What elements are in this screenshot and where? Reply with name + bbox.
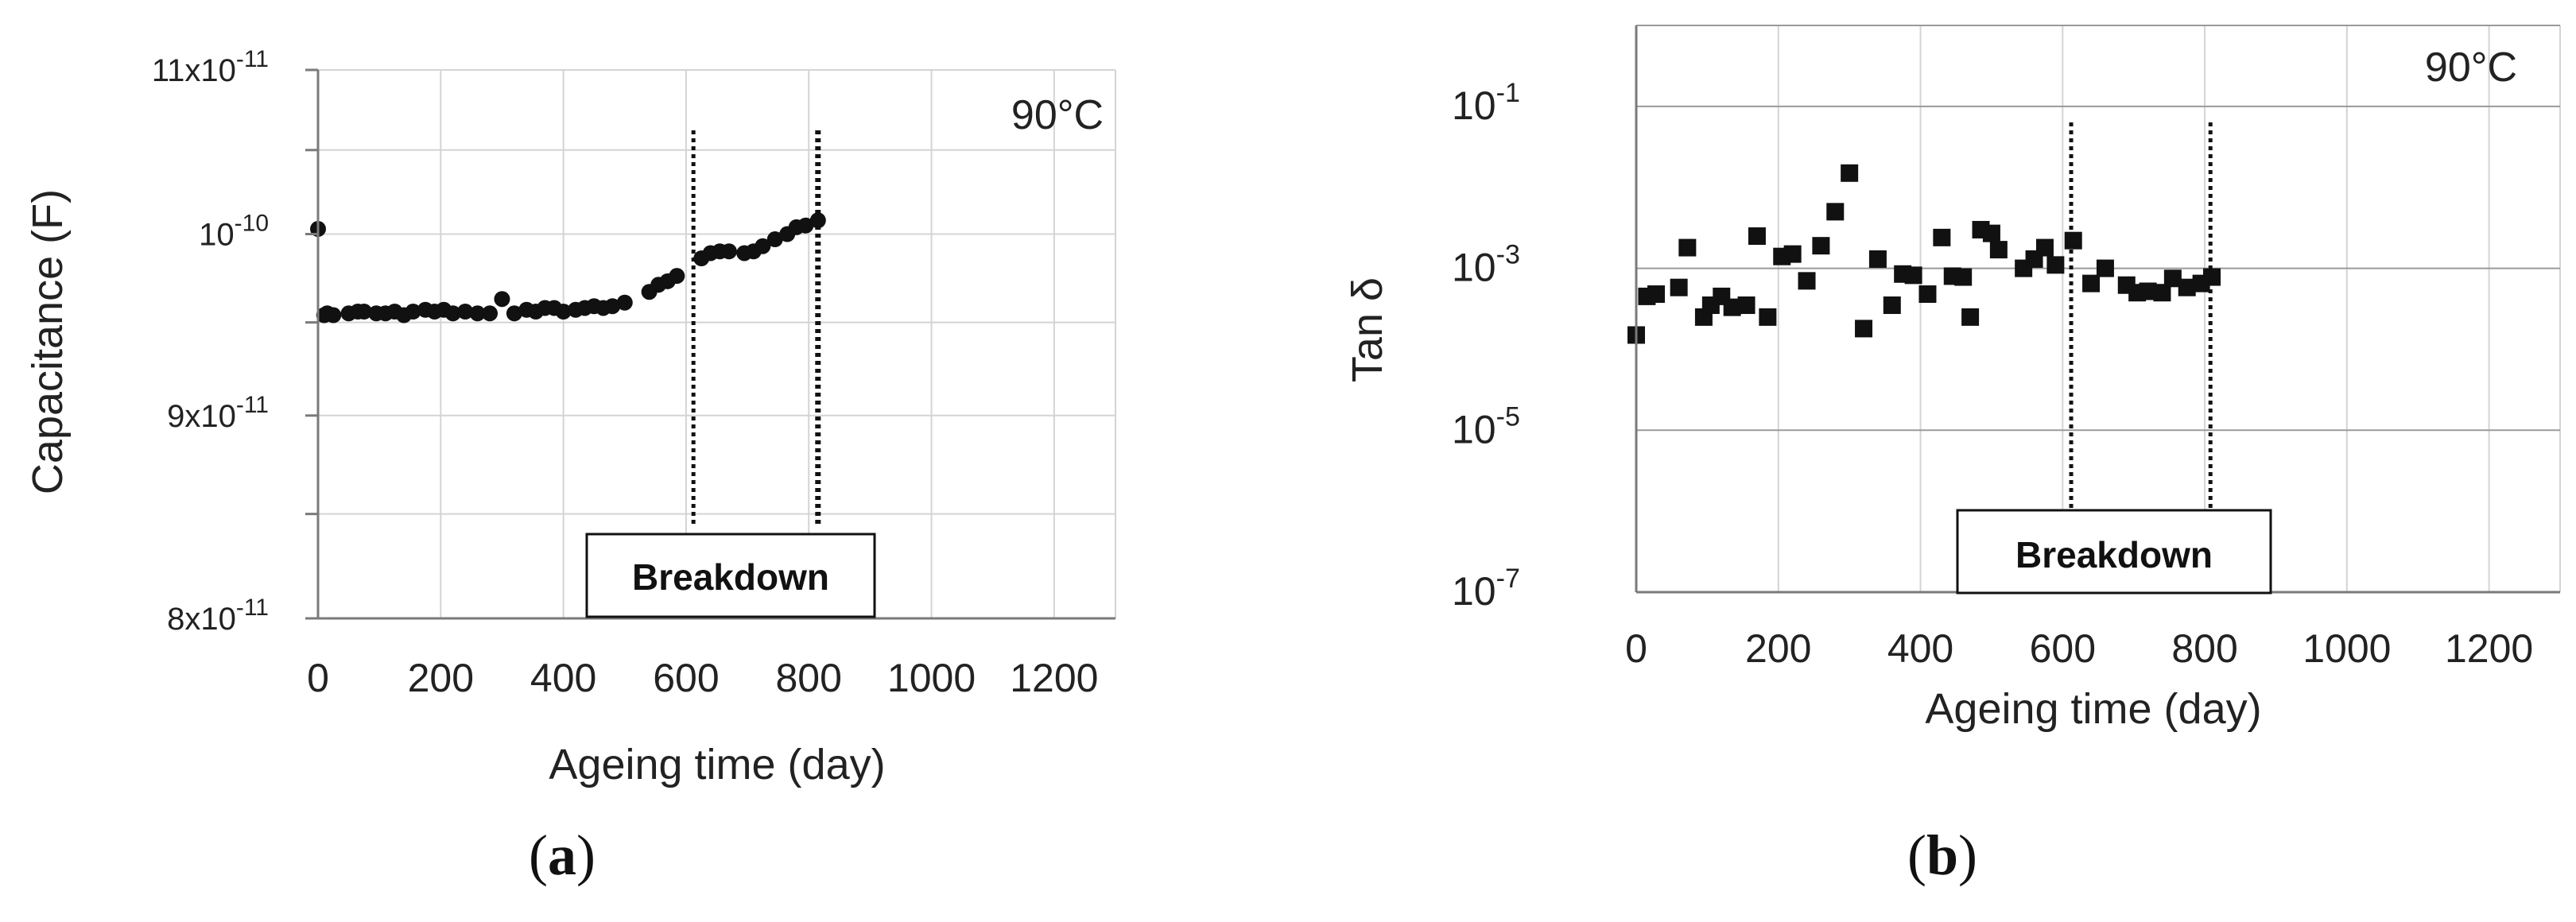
- x-tick-label: 600: [2030, 626, 2096, 671]
- data-point: [2064, 231, 2082, 250]
- breakdown-label-a: Breakdown: [632, 556, 829, 598]
- y-axis-title-a: Capacitance (F): [24, 189, 72, 494]
- data-point: [755, 238, 771, 254]
- data-point: [1812, 237, 1830, 255]
- data-point: [1826, 203, 1845, 221]
- y-tick-label: 10-7: [1452, 564, 1520, 614]
- y-tick-labels-b: 10-1 10-3 10-5 10-7: [1452, 78, 1520, 614]
- data-point: [482, 305, 499, 322]
- x-tick-label: 1200: [1010, 656, 1098, 700]
- x-tick-label: 0: [1625, 626, 1647, 671]
- y-tick-label: 10-5: [1452, 401, 1520, 451]
- data-point: [1783, 245, 1802, 263]
- x-tick-label: 200: [1745, 626, 1811, 671]
- data-point: [555, 304, 572, 320]
- data-point: [1904, 266, 1922, 285]
- data-point: [1678, 238, 1697, 257]
- data-point: [1855, 320, 1873, 338]
- y-tick-labels-a: 8x10-11 9x10-11 10-10 11x10-11: [152, 46, 269, 637]
- x-tick-label: 1000: [2302, 626, 2391, 671]
- grid-b: [1636, 25, 2561, 592]
- data-point: [766, 231, 783, 248]
- data-point: [1748, 227, 1766, 246]
- data-point: [2163, 269, 2182, 288]
- temperature-annotation-a: 90°C: [1011, 92, 1104, 138]
- data-point: [2139, 282, 2157, 300]
- x-axis-title-b: Ageing time (day): [1925, 685, 2261, 733]
- data-point: [1883, 296, 1901, 315]
- breakdown-box-b: [1956, 509, 2272, 595]
- grid-a: [318, 69, 1116, 619]
- x-tick-labels-b: 0 200 400 600 800 1000 1200: [1625, 626, 2533, 671]
- breakdown-lines-b: [2069, 122, 2213, 512]
- y-tick-label: 8x10-11: [167, 595, 269, 637]
- x-tick-label: 1000: [887, 656, 976, 700]
- x-tick-label: 600: [653, 656, 719, 700]
- data-point: [1647, 285, 1666, 304]
- breakdown-lines-a: [691, 130, 821, 526]
- x-tick-label: 1200: [2445, 626, 2533, 671]
- breakdown-box-a: [585, 533, 876, 618]
- data-points-a: [310, 212, 826, 323]
- x-tick-label: 0: [307, 656, 329, 700]
- data-point: [1954, 268, 1973, 286]
- data-point: [355, 304, 372, 320]
- x-tick-labels-a: 0 200 400 600 800 1000 1200: [307, 656, 1098, 700]
- data-point: [2178, 278, 2196, 296]
- data-point: [1989, 241, 2008, 259]
- breakdown-label-b: Breakdown: [2015, 534, 2213, 575]
- data-point: [1841, 164, 1859, 182]
- y-axis-title-b: Tan δ: [1344, 277, 1391, 382]
- data-point: [1670, 278, 1688, 296]
- y-tick-label: 10-3: [1452, 240, 1520, 290]
- chart-panel-b: 0 200 400 600 800 1000 1200 10-1 10-3 10-5 10-7 B…: [1344, 25, 2561, 733]
- subfigure-label-a: (a): [529, 823, 596, 887]
- data-point: [669, 268, 685, 285]
- subfigure-label-b: (b): [1907, 823, 1977, 887]
- data-point: [1918, 285, 1937, 304]
- data-point: [469, 305, 486, 322]
- data-point: [1723, 298, 1741, 316]
- data-point: [797, 217, 814, 234]
- x-tick-label: 800: [776, 656, 842, 700]
- y-tick-label: 9x10-11: [167, 392, 269, 434]
- data-point: [457, 304, 474, 320]
- data-point: [1933, 228, 1951, 246]
- data-point: [2046, 256, 2065, 274]
- data-point: [1868, 250, 1887, 268]
- x-axis-title-a: Ageing time (day): [549, 741, 885, 788]
- data-point: [405, 304, 421, 320]
- data-point: [1737, 296, 1755, 315]
- data-point: [2153, 284, 2171, 302]
- data-point: [1759, 308, 1777, 326]
- x-tick-label: 400: [1887, 626, 1953, 671]
- data-point: [1961, 308, 1980, 326]
- axes-a: [305, 68, 1115, 620]
- data-points-b: [1627, 164, 2221, 344]
- x-tick-label: 400: [530, 656, 596, 700]
- y-tick-label: 11x10-11: [152, 46, 269, 88]
- data-point: [444, 305, 461, 322]
- y-tick-label: 10-1: [1452, 78, 1520, 128]
- data-point: [720, 243, 737, 260]
- data-point: [325, 307, 342, 323]
- chart-panel-a: 0 200 400 600 800 1000 1200 8x10-11 9x10-11 10-1…: [24, 46, 1116, 788]
- x-tick-label: 800: [2171, 626, 2237, 671]
- data-point: [494, 291, 510, 308]
- data-point: [2035, 238, 2054, 257]
- data-point: [1982, 224, 2000, 242]
- data-point: [506, 305, 522, 322]
- data-point: [1798, 272, 1816, 290]
- data-point: [2082, 274, 2101, 292]
- y-tick-label: 10-10: [199, 211, 269, 253]
- data-point: [616, 294, 633, 311]
- temperature-annotation-b: 90°C: [2425, 45, 2517, 91]
- data-point: [2096, 259, 2114, 277]
- x-tick-label: 200: [408, 656, 474, 700]
- data-point: [604, 298, 621, 315]
